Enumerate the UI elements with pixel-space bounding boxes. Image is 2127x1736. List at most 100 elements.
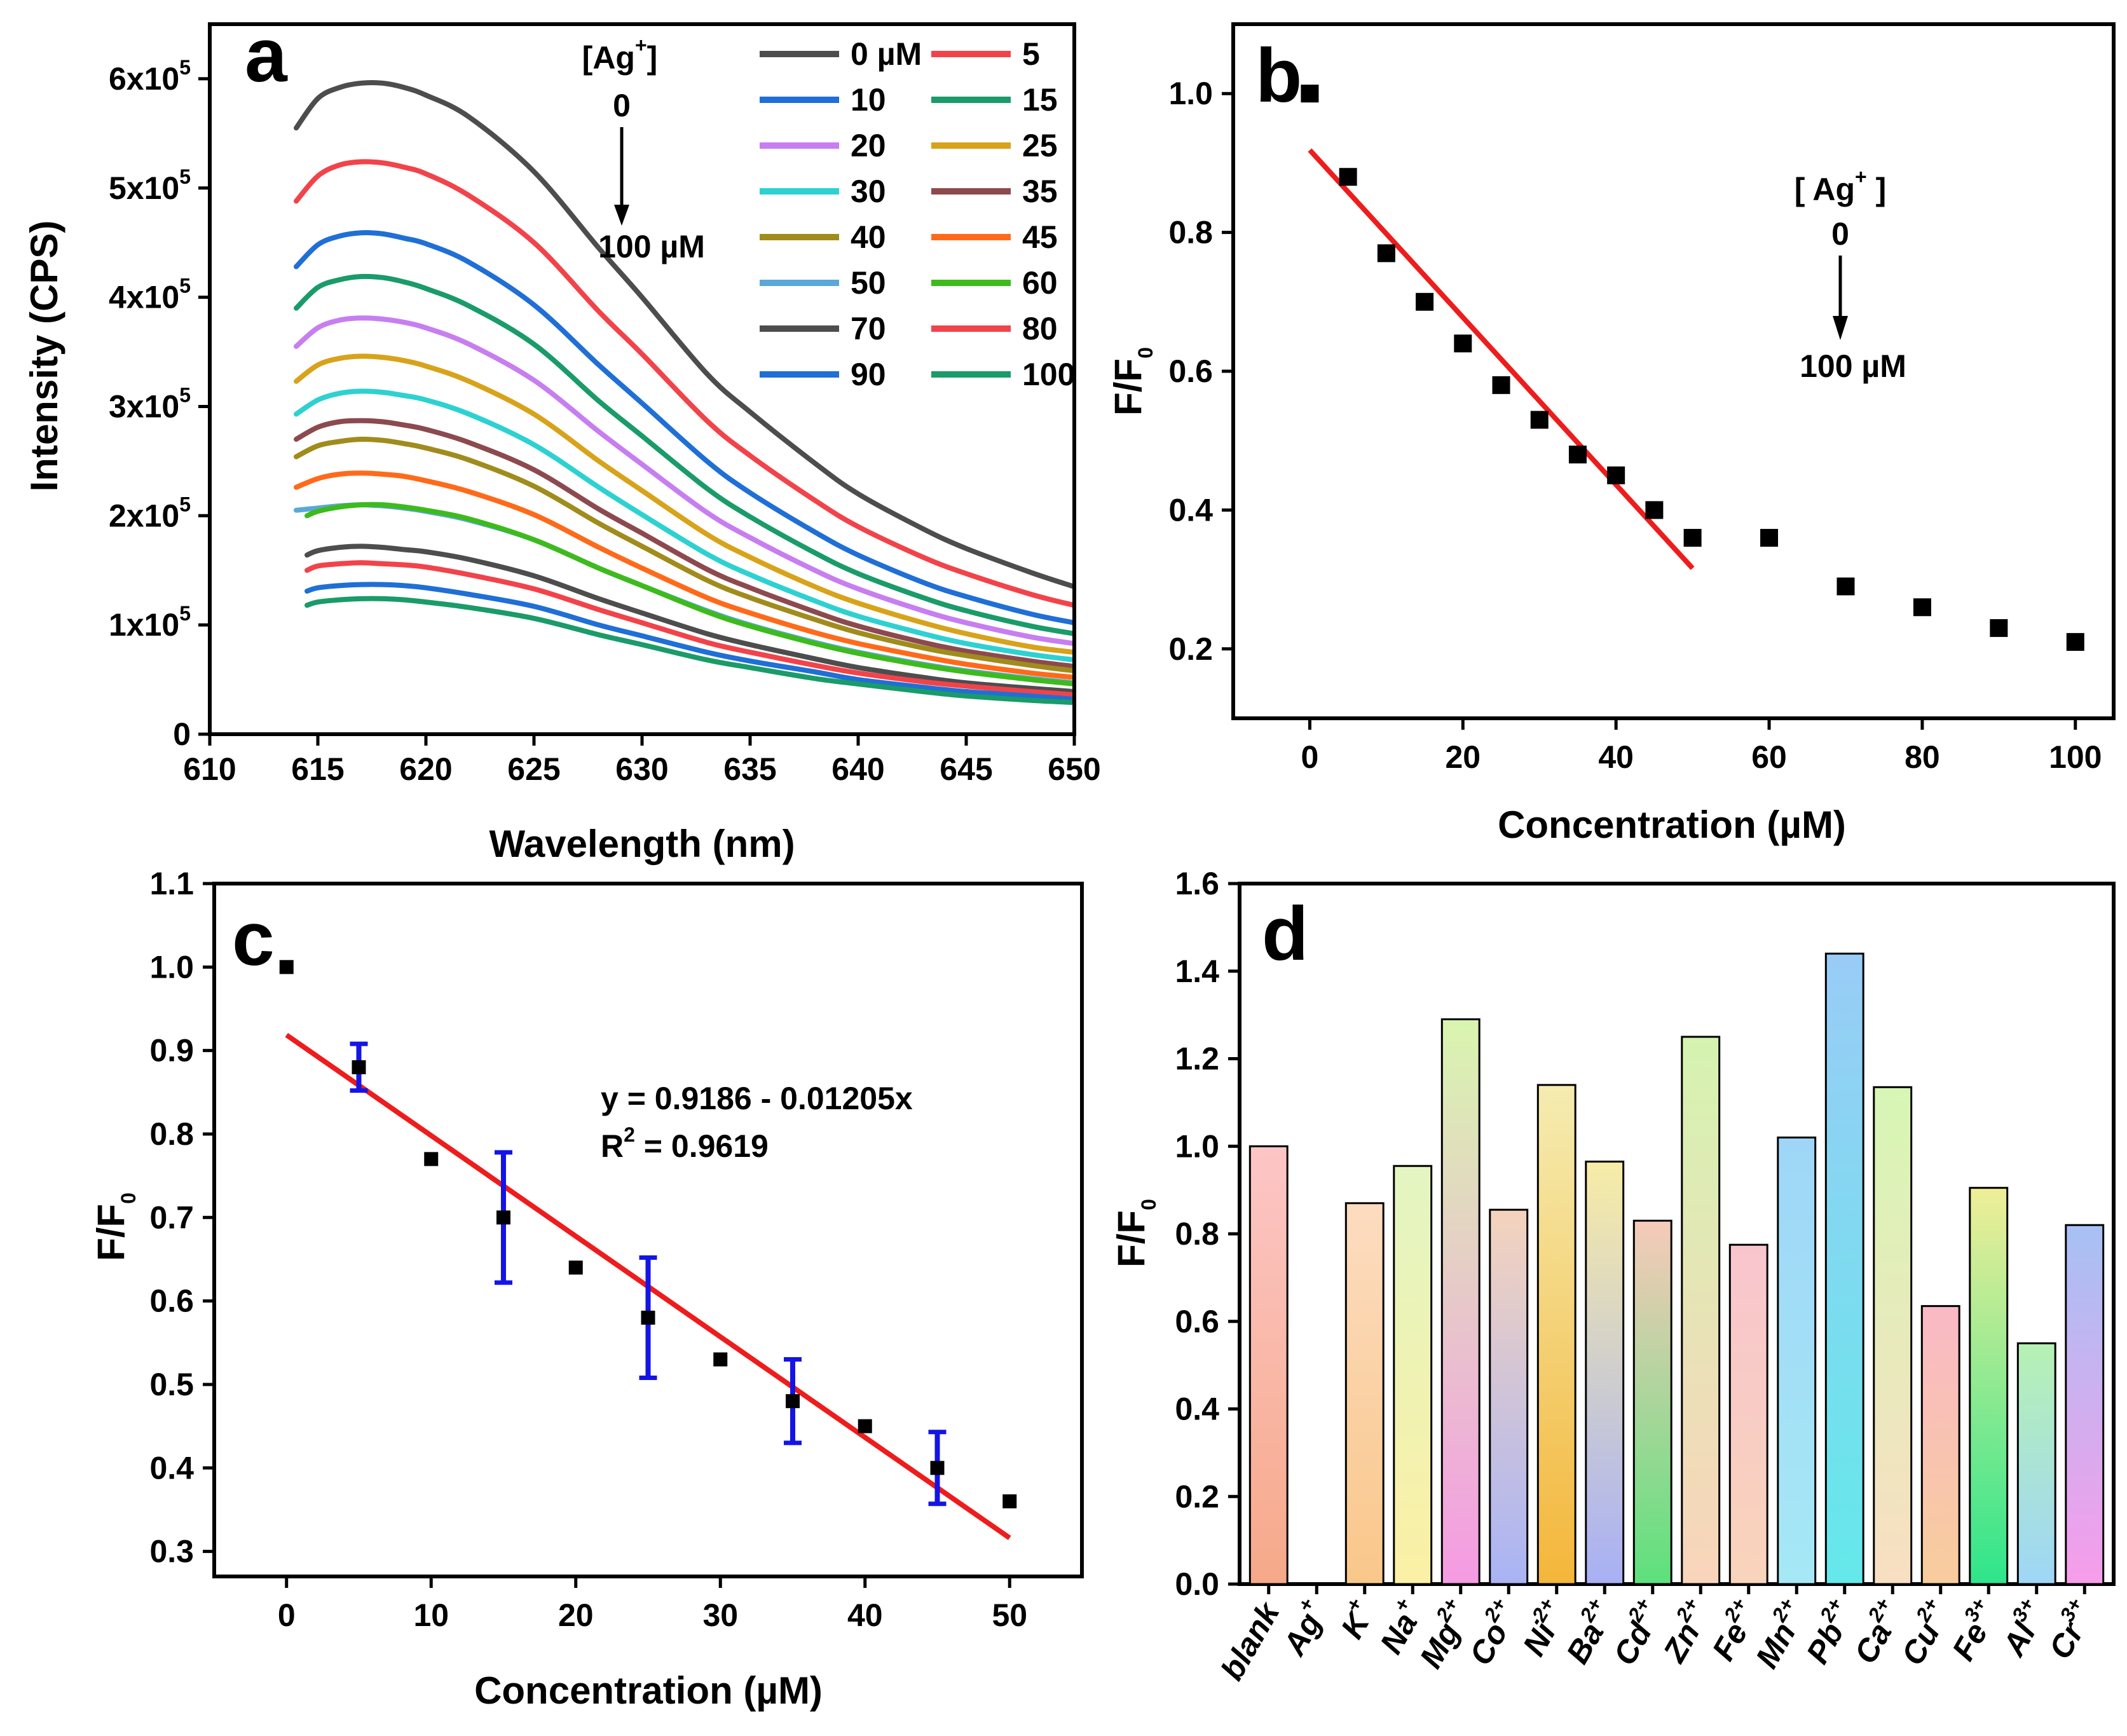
panel-d-bar-16 (2016, 1342, 2056, 1585)
panel-b-fit (1308, 148, 1695, 570)
panel-b-point-9 (1645, 501, 1664, 519)
panel-d-bar-7 (1585, 1160, 1625, 1585)
panel-d-bar-6 (1536, 1084, 1576, 1585)
panel-b-point-15 (2066, 632, 2084, 651)
panel-b-x-tick-label-5: 100 (2049, 739, 2102, 775)
panel-a-series-4 (294, 273, 1074, 636)
panel-a-legend-label-9: 40 (851, 219, 886, 255)
panel-c-point-7 (786, 1394, 800, 1409)
panel-d-x-label-4: Mg2+ (1409, 1594, 1479, 1674)
panel-d-x-label-8: Cd2+ (1602, 1594, 1670, 1671)
panel-b-point-4 (1454, 334, 1472, 353)
panel-b-y-tick-label-4: 1.0 (1168, 76, 1213, 111)
panel-a-legend-label-13: 70 (851, 311, 886, 346)
panel-d-bar-17 (2065, 1224, 2105, 1585)
panel-d-x-label-2: K+ (1329, 1594, 1382, 1644)
panel-b-y-tick-label-3: 0.8 (1168, 215, 1213, 250)
panel-a-legend-label-3: 10 (851, 82, 886, 118)
panel-a-legend-label-14: 80 (1022, 311, 1058, 346)
panel-d-bar-3 (1393, 1165, 1433, 1585)
panel-d-y-ticks: 0.0 0.2 0.4 0.6 0.8 1.0 1.2 1.4 1.6 (1175, 866, 1240, 1602)
panel-c-y-ticks: 0.3 0.4 0.5 0.6 0.7 0.8 0.9 1.0 1.1 (149, 866, 214, 1569)
panel-c-point-10 (1002, 1494, 1017, 1508)
panel-a-series-8 (294, 418, 1074, 669)
panel-a-legend-label-15: 90 (851, 357, 886, 392)
panel-c-x-ticks: 0 10 20 30 40 50 (278, 1576, 1027, 1633)
panel-a-legend-label-11: 50 (851, 265, 886, 301)
panel-d-x-label-13: Ca2+ (1843, 1594, 1910, 1670)
panel-c-y-tick-label-7: 1.0 (149, 949, 194, 985)
panel-b-frame (1231, 22, 2116, 720)
panel-a-x-tick-label-6: 640 (831, 751, 884, 787)
panel-d-y-tick-label-0: 0.0 (1175, 1566, 1219, 1602)
panel-a-line-chart: 610 615 620 625 630 635 640 645 650 0 1x105 2x105 3… (23, 13, 1101, 865)
panel-d-x-labels: blankAg+K+Na+Mg2+Co2+Ni2+Ba2+Cd2+Zn2+Fe2… (1214, 1584, 2091, 1686)
panel-a-x-ticks: 610 615 620 625 630 635 640 645 650 (183, 734, 1101, 787)
panel-a-series-12 (304, 502, 1074, 687)
panel-a-x-tick-label-1: 615 (291, 751, 344, 787)
panel-a-legend-label-7: 30 (851, 174, 886, 209)
panel-b-x-tick-label-3: 60 (1751, 739, 1787, 775)
panel-d-bar-2 (1344, 1202, 1385, 1585)
panel-b-point-8 (1607, 466, 1625, 484)
panel-c-points (279, 960, 1017, 1508)
panel-a-x-tick-label-3: 625 (507, 751, 560, 787)
panel-b-x-title: Concentration (µM) (1498, 803, 1846, 846)
panel-a-legend: 0 µM 5 10 15 20 25 30 35 40 45 50 60 70 80 90 100 (760, 36, 1075, 392)
panel-c-y-tick-label-8: 1.1 (149, 866, 194, 901)
panel-a-x-tick-label-0: 610 (183, 751, 236, 787)
panel-b-point-14 (1990, 619, 2008, 638)
panel-d-x-label-16: Al3+ (1991, 1594, 2055, 1664)
panel-a-series-2 (294, 159, 1074, 608)
panel-d-bar-13 (1873, 1086, 1913, 1585)
panel-c-x-tick-label-4: 40 (847, 1597, 883, 1633)
panel-b-point-13 (1913, 598, 1931, 617)
panel-b-x-ticks: 0 20 40 60 80 100 (1301, 718, 2102, 775)
panel-a-curves (294, 79, 1074, 706)
panel-c-x-tick-label-2: 20 (558, 1597, 594, 1633)
panel-d-y-tick-label-6: 1.2 (1175, 1041, 1219, 1077)
panel-c-scatter-chart: 0 10 20 30 40 50 0.30.40.50.60.70.80.91.01.1 … (90, 866, 1084, 1712)
panel-c-point-5 (641, 1310, 655, 1325)
panel-b-y-tick-label-1: 0.4 (1168, 492, 1213, 528)
panel-a-series-1 (294, 79, 1074, 589)
panel-a-letter: a (245, 13, 288, 98)
panel-a-y-tick-label-5: 5x105 (109, 165, 191, 206)
panel-c-point-3 (496, 1210, 510, 1225)
panel-c-y-tick-label-2: 0.5 (149, 1367, 194, 1402)
panel-a-legend-label-10: 45 (1022, 219, 1058, 255)
panel-c-y-tick-label-0: 0.3 (149, 1534, 194, 1569)
panel-c-point-2 (424, 1152, 439, 1166)
panel-b-point-3 (1416, 292, 1434, 311)
panel-b-point-11 (1760, 529, 1779, 547)
panel-b-point-6 (1530, 411, 1549, 429)
panel-c-y-tick-label-1: 0.4 (149, 1450, 194, 1486)
panel-b-point-5 (1492, 376, 1510, 394)
panel-b-point-1 (1339, 168, 1357, 186)
panel-b-points (1301, 85, 2084, 651)
panel-c-x-tick-label-3: 30 (702, 1597, 738, 1633)
panel-a-y-tick-label-1: 1x105 (109, 602, 191, 643)
panel-a-series-13 (304, 543, 1074, 694)
panel-d-bar-chart: 0.0 0.2 0.4 0.6 0.8 1.0 1.2 1.4 1.6 blankAg+K+Na… (1110, 866, 2116, 1686)
panel-a-legend-label-8: 35 (1022, 174, 1058, 209)
panel-c-point-8 (858, 1419, 872, 1433)
panel-a-legend-label-6: 25 (1022, 128, 1058, 163)
panel-a-ag-label: [Ag+] (582, 34, 658, 76)
panel-a-legend-label-5: 20 (851, 128, 886, 163)
panel-d-y-tick-label-3: 0.6 (1175, 1304, 1219, 1339)
panel-a-x-tick-label-4: 630 (615, 751, 668, 787)
panel-a-series-10 (294, 470, 1074, 680)
panel-a-y-tick-label-3: 3x105 (109, 383, 191, 424)
panel-b-point-12 (1836, 577, 1855, 596)
panel-b-y-title: F/F0 (1107, 347, 1157, 416)
panel-b-x-tick-label-2: 40 (1598, 739, 1634, 775)
panel-c-point-0 (279, 960, 294, 974)
panel-a-series-7 (294, 388, 1074, 663)
panel-b-fit-line (1308, 148, 1695, 570)
panel-c-y-tick-label-4: 0.7 (149, 1199, 194, 1235)
panel-a-y-tick-label-6: 6x105 (109, 56, 191, 97)
panel-d-bar-8 (1632, 1219, 1672, 1585)
panel-c-y-title: F/F0 (90, 1193, 140, 1261)
